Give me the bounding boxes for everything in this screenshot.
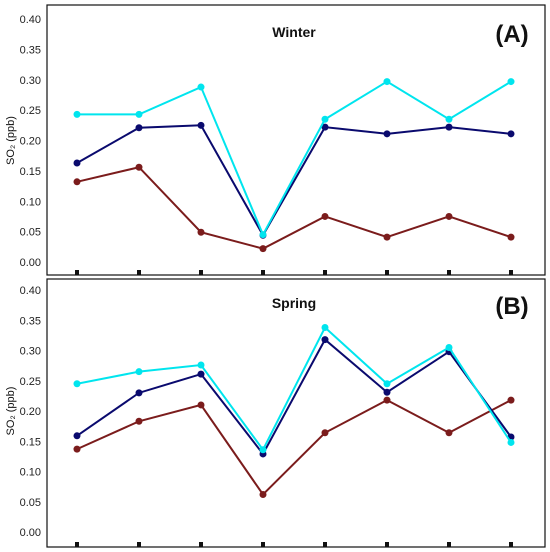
data-point (445, 115, 453, 123)
x-tick-mark (447, 542, 451, 547)
data-point (135, 368, 143, 376)
data-point (73, 445, 81, 453)
data-point (445, 429, 453, 437)
chart-title: Winter (272, 24, 316, 40)
data-point (73, 110, 81, 118)
x-tick-mark (199, 270, 203, 275)
panel-label: (A) (495, 21, 528, 48)
series-line (77, 80, 512, 237)
chart-title: Spring (272, 295, 316, 311)
y-tick-label: 0.35 (20, 315, 41, 327)
data-point (383, 130, 391, 138)
y-tick-label: 0.25 (20, 105, 41, 117)
data-point (73, 432, 81, 440)
data-point (383, 396, 391, 404)
chart-panel-b: 0.00 0.05 0.10 0.15 0.20 0.25 0.30 0.35 0.40 SO₂ … (5, 278, 546, 548)
x-tick-mark (261, 270, 265, 275)
y-tick-label: 0.15 (20, 436, 41, 448)
y-tick-label: 0.35 (20, 44, 41, 56)
data-point (197, 361, 205, 369)
x-tick-mark (509, 270, 513, 275)
data-point (321, 212, 329, 220)
data-point (445, 343, 453, 351)
y-tick-label: 0.10 (20, 196, 41, 208)
y-tick-label: 0.30 (20, 346, 41, 358)
y-tick-label: 0.15 (20, 166, 41, 178)
y-tick-label: 0.00 (20, 257, 41, 269)
data-point (135, 124, 143, 132)
data-point (445, 123, 453, 131)
data-point (507, 130, 515, 138)
series-line (76, 124, 512, 238)
y-tick-label: 0.00 (20, 527, 41, 539)
data-point (135, 417, 143, 425)
data-point (259, 490, 267, 498)
data-point (73, 380, 81, 388)
x-tick-mark (323, 542, 327, 547)
y-tick-label: 0.10 (20, 467, 41, 479)
data-point (321, 429, 329, 437)
data-point (507, 78, 515, 86)
x-tick-mark (385, 270, 389, 275)
data-point (73, 159, 81, 167)
x-tick-mark (261, 542, 265, 547)
y-tick-label: 0.20 (20, 406, 41, 418)
y-tick-label: 0.40 (20, 285, 41, 297)
data-point (321, 123, 329, 131)
x-tick-mark (509, 542, 513, 547)
data-point (259, 245, 267, 253)
x-tick-mark (75, 542, 79, 547)
data-point (321, 115, 329, 123)
data-point (259, 231, 267, 239)
data-point (135, 163, 143, 171)
data-point (197, 228, 205, 236)
data-point (135, 110, 143, 118)
data-point (507, 396, 515, 404)
series-line (76, 398, 512, 497)
y-axis-label: SO₂ (ppb) (5, 387, 17, 436)
y-tick-label: 0.20 (20, 136, 41, 148)
data-point (321, 324, 329, 332)
plot-frame (46, 278, 546, 548)
data-point (259, 446, 267, 454)
data-point (73, 178, 81, 186)
plot-frame (46, 4, 546, 276)
series-line (76, 338, 512, 456)
data-point (445, 212, 453, 220)
data-point (197, 370, 205, 378)
data-point (507, 438, 515, 446)
x-tick-mark (137, 542, 141, 547)
y-axis-label: SO₂ (ppb) (5, 116, 17, 165)
panel-label: (B) (495, 293, 528, 320)
data-point (321, 336, 329, 344)
data-point (383, 380, 391, 388)
x-tick-mark (385, 542, 389, 547)
y-tick-label: 0.40 (20, 14, 41, 26)
chart-panel-a: 0.00 0.05 0.10 0.15 0.20 0.25 0.30 0.35 0.40 SO₂ … (5, 4, 546, 276)
x-tick-mark (447, 270, 451, 275)
data-point (383, 78, 391, 86)
x-tick-mark (75, 270, 79, 275)
x-tick-mark (323, 270, 327, 275)
y-tick-label: 0.05 (20, 497, 41, 509)
series-line (76, 166, 512, 250)
data-point (197, 401, 205, 409)
series-line (76, 325, 512, 452)
y-tick-label: 0.25 (20, 376, 41, 388)
data-point (507, 233, 515, 241)
x-tick-mark (137, 270, 141, 275)
data-point (197, 121, 205, 129)
data-point (383, 233, 391, 241)
y-tick-label: 0.30 (20, 75, 41, 87)
data-point (135, 389, 143, 397)
data-point (383, 388, 391, 396)
x-tick-mark (199, 542, 203, 547)
data-point (197, 83, 205, 91)
y-tick-label: 0.05 (20, 227, 41, 239)
